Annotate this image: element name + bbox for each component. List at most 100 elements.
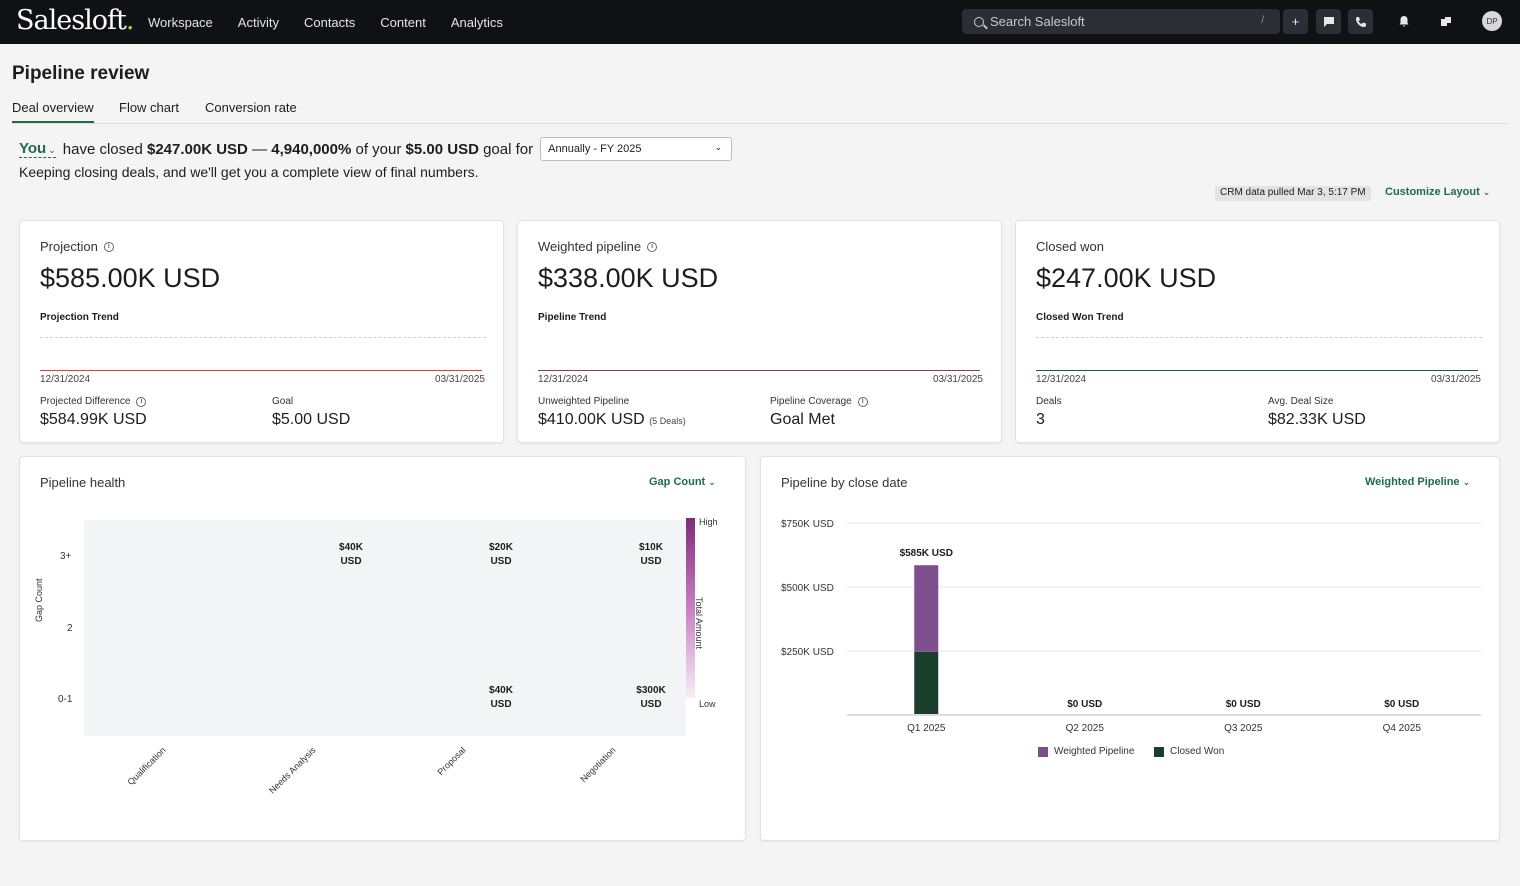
search-input[interactable]: Search Salesloft / xyxy=(962,9,1280,34)
y-tick-label: $250K USD xyxy=(781,647,834,658)
weighted-pipeline-card: Weighted pipeline i $338.00K USD Pipeline… xyxy=(517,220,1002,443)
card-title: Pipeline health xyxy=(40,475,126,490)
card-title: Projection xyxy=(40,239,98,254)
kpi-value: $338.00K USD xyxy=(538,263,719,293)
bar-total-label: $585K USD xyxy=(900,548,953,559)
phone-icon xyxy=(1355,16,1366,27)
y-tick-label: 2 xyxy=(67,623,73,634)
trend-start-date: 12/31/2024 xyxy=(40,374,91,385)
stacked-bar-chart: $250K USD $500K USD $750K USD $585K USD Q1 2… xyxy=(781,519,1481,734)
chat-icon xyxy=(1323,16,1334,27)
cell-currency: USD xyxy=(640,699,662,710)
kpi-value: $247.00K USD xyxy=(1036,263,1217,293)
nav-activity[interactable]: Activity xyxy=(237,14,279,30)
tab-conversion-rate[interactable]: Conversion rate xyxy=(205,100,297,115)
heatmap-cell[interactable]: $20K USD xyxy=(471,541,531,569)
cell-amount: $40K xyxy=(489,685,513,696)
cell-amount: $40K xyxy=(339,542,363,553)
y-tick-label: 0-1 xyxy=(58,694,73,705)
y-tick-label: $750K USD xyxy=(781,519,834,530)
stat-label: Goal xyxy=(272,396,294,407)
bar-total-label: $0 USD xyxy=(1384,699,1419,710)
stat-label: Projected Difference xyxy=(40,396,131,407)
user-avatar[interactable]: DP xyxy=(1482,11,1502,31)
info-icon[interactable]: i xyxy=(647,241,658,252)
plus-icon: + xyxy=(1291,14,1300,29)
trend-start-date: 12/31/2024 xyxy=(1036,374,1087,385)
x-tick-label: Q1 2025 xyxy=(907,723,946,734)
info-icon[interactable]: i xyxy=(103,241,114,252)
trend-end-date: 03/31/2025 xyxy=(434,374,485,385)
bar-total-label: $0 USD xyxy=(1067,699,1102,710)
x-category-label: Needs Analysis xyxy=(267,745,319,796)
info-icon[interactable]: i xyxy=(857,396,868,407)
customize-layout-button[interactable]: Customize Layout ⌄ xyxy=(1385,186,1491,198)
legend-item[interactable]: Closed Won xyxy=(1154,746,1224,757)
trend-line xyxy=(1036,370,1478,371)
y-tick-label: $500K USD xyxy=(781,583,834,594)
legend-high-label: High xyxy=(699,517,718,527)
nav-analytics[interactable]: Analytics xyxy=(450,14,503,30)
owner-selector[interactable]: You ⌄ xyxy=(19,140,56,158)
stat-value: 3 xyxy=(1036,411,1045,428)
cell-amount: $10K xyxy=(639,542,663,553)
card-title: Closed won xyxy=(1036,239,1104,254)
goal-summary: You ⌄ have closed $247.00K USD — 4,940,00… xyxy=(19,137,733,161)
stat-value: Goal Met xyxy=(770,411,835,428)
trend-line xyxy=(40,370,482,371)
period-select[interactable]: Annually - FY 2025 ⌄ xyxy=(540,137,733,161)
info-icon[interactable]: i xyxy=(136,396,147,407)
legend-low-label: Low xyxy=(699,699,716,709)
trend-end-date: 03/31/2025 xyxy=(932,374,983,385)
nav-content[interactable]: Content xyxy=(380,14,426,30)
pipeline-by-close-date-card: Pipeline by close date Weighted Pipeline… xyxy=(760,456,1500,841)
heatmap-area xyxy=(84,520,686,736)
stat-label: Avg. Deal Size xyxy=(1268,396,1334,407)
trend-end-date: 03/31/2025 xyxy=(1430,374,1481,385)
search-shortcut: / xyxy=(1261,15,1264,26)
nav-contacts[interactable]: Contacts xyxy=(303,14,356,30)
stat-label: Unweighted Pipeline xyxy=(538,396,630,407)
x-category-label: Negotiation xyxy=(578,745,619,785)
y-tick-label: 3+ xyxy=(60,551,72,562)
stat-value: $82.33K USD xyxy=(1268,411,1366,428)
kpi-value: $585.00K USD xyxy=(40,263,221,293)
stat-label: Pipeline Coverage xyxy=(770,396,852,407)
heatmap-cell[interactable]: $10K USD xyxy=(621,541,681,569)
tab-flow-chart[interactable]: Flow chart xyxy=(119,100,179,115)
deal-count-note: (5 Deals) xyxy=(649,416,686,426)
heatmap-cell[interactable]: $40K USD xyxy=(321,541,381,569)
integrations-button[interactable] xyxy=(1435,10,1457,32)
messages-button[interactable] xyxy=(1316,9,1341,34)
salesloft-logo[interactable]: Salesloft. xyxy=(16,5,134,36)
heatmap-cell[interactable]: $300K USD xyxy=(621,684,681,712)
heatmap-cell[interactable]: $40K USD xyxy=(471,684,531,712)
nav-workspace[interactable]: Workspace xyxy=(148,14,213,30)
stat-label: Deals xyxy=(1036,396,1062,407)
chevron-down-icon: ⌄ xyxy=(714,142,723,152)
bell-icon xyxy=(1399,16,1409,27)
x-tick-label: Q3 2025 xyxy=(1224,723,1263,734)
notifications-button[interactable] xyxy=(1393,10,1415,32)
legend-item[interactable]: Weighted Pipeline xyxy=(1038,746,1134,757)
crm-sync-badge: CRM data pulled Mar 3, 5:17 PM xyxy=(1215,186,1371,201)
card-title: Pipeline by close date xyxy=(781,475,908,490)
goal-line xyxy=(1036,337,1482,338)
goal-line xyxy=(40,337,486,338)
chevron-down-icon: ⌄ xyxy=(1482,187,1491,197)
search-icon xyxy=(974,16,984,27)
x-category-label: Proposal xyxy=(435,745,469,778)
add-button[interactable]: + xyxy=(1283,9,1308,34)
x-tick-label: Q2 2025 xyxy=(1066,723,1105,734)
weighted-pipeline-dropdown[interactable]: Weighted Pipeline ⌄ xyxy=(1365,476,1471,488)
legend-swatch xyxy=(1154,746,1164,757)
tab-deal-overview[interactable]: Deal overview xyxy=(12,100,94,123)
phone-button[interactable] xyxy=(1348,9,1373,34)
cell-amount: $300K xyxy=(636,685,666,696)
x-tick-label: Q4 2025 xyxy=(1383,723,1422,734)
color-scale-legend xyxy=(686,518,695,698)
chevron-down-icon: ⌄ xyxy=(1462,477,1471,487)
chevron-down-icon: ⌄ xyxy=(708,477,716,487)
gap-count-dropdown[interactable]: Gap Count ⌄ xyxy=(649,476,716,488)
bar-total-label: $0 USD xyxy=(1226,699,1261,710)
